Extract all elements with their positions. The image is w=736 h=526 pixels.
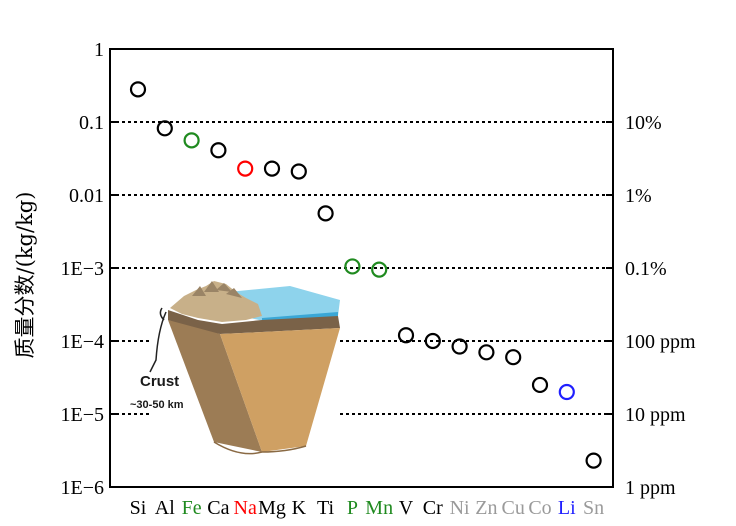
x-label-zn: Zn	[475, 497, 497, 519]
y-tick-label-left: 1E−6	[61, 477, 105, 499]
x-label-si: Si	[130, 497, 147, 519]
y-tick-label-right: 100 ppm	[625, 331, 696, 353]
y-tick-label-left: 0.1	[79, 112, 104, 134]
x-label-sn: Sn	[583, 497, 604, 519]
data-point-cr	[424, 332, 441, 350]
x-label-mn: Mn	[365, 497, 393, 519]
data-point-al	[156, 120, 173, 137]
x-label-li: Li	[558, 497, 576, 519]
data-point-p	[344, 258, 361, 275]
y-tick-label-left: 1E−3	[61, 258, 105, 280]
y-tick-label-right: 1 ppm	[625, 477, 676, 499]
y-tick-label-right: 10 ppm	[625, 404, 686, 426]
inset-crust-depth: ~30-50 km	[130, 399, 184, 411]
x-label-co: Co	[528, 497, 551, 519]
data-point-fe	[183, 132, 200, 149]
inset-mountains	[192, 281, 242, 298]
y-tick-label-left: 1E−5	[61, 404, 105, 426]
x-axis-element-labels: Si Al Fe Ca Na Mg K Ti P Mn V Cr Ni Zn Cu Co Li Sn	[130, 497, 605, 519]
inset-mantle-left-face	[168, 320, 262, 452]
crust-inset-illustration: Crust ~30-50 km	[130, 281, 340, 455]
axis-ticks	[110, 48, 613, 488]
y-axis-title: 质量分数/(kg/kg)	[13, 192, 37, 359]
x-label-ni: Ni	[450, 497, 470, 519]
y-tick-label-left: 0.01	[69, 185, 104, 207]
data-point-ni	[451, 338, 468, 355]
x-label-al: Al	[155, 497, 175, 519]
data-point-sn	[585, 452, 602, 469]
data-point-mg	[263, 160, 281, 177]
y-axis-left-tick-labels: 1 0.1 0.01 1E−3 1E−4 1E−5 1E−6	[61, 39, 105, 499]
x-label-na: Na	[234, 497, 257, 519]
inset-mantle-front-face	[220, 328, 340, 452]
inset-pointer-line	[149, 311, 167, 373]
inset-mantle-curve	[213, 441, 307, 455]
data-point-mn	[371, 261, 388, 278]
y-tick-label-right: 0.1%	[625, 258, 667, 280]
data-point-na	[237, 160, 254, 177]
x-label-fe: Fe	[182, 497, 202, 519]
data-point-ti	[317, 205, 334, 222]
data-point-cu	[505, 349, 522, 366]
inset-pointer-bracket	[159, 307, 165, 321]
inset-terrain	[170, 281, 262, 322]
y-tick-label-left: 1	[94, 39, 104, 61]
y-tick-label-right: 1%	[625, 185, 652, 207]
y-tick-label-right: 10%	[625, 112, 662, 134]
x-label-cr: Cr	[423, 497, 443, 519]
data-points	[129, 81, 602, 469]
inset-crust-layer	[168, 310, 340, 334]
data-point-k	[290, 163, 307, 180]
data-point-li	[558, 383, 575, 401]
data-point-v	[397, 327, 415, 344]
data-point-ca	[210, 142, 227, 159]
x-label-ti: Ti	[317, 497, 335, 519]
x-label-p: P	[347, 497, 358, 519]
inset-crust-label: Crust	[140, 373, 179, 390]
x-label-v: V	[399, 497, 414, 519]
x-label-mg: Mg	[258, 497, 286, 519]
y-tick-label-left: 1E−4	[61, 331, 105, 353]
x-label-ca: Ca	[207, 497, 229, 519]
data-point-si	[129, 81, 147, 98]
x-label-cu: Cu	[502, 497, 525, 519]
data-point-zn	[478, 344, 495, 361]
y-axis-right-tick-labels: 10% 1% 0.1% 100 ppm 10 ppm 1 ppm	[625, 112, 696, 499]
x-label-k: K	[292, 497, 307, 519]
data-point-co	[531, 376, 549, 394]
